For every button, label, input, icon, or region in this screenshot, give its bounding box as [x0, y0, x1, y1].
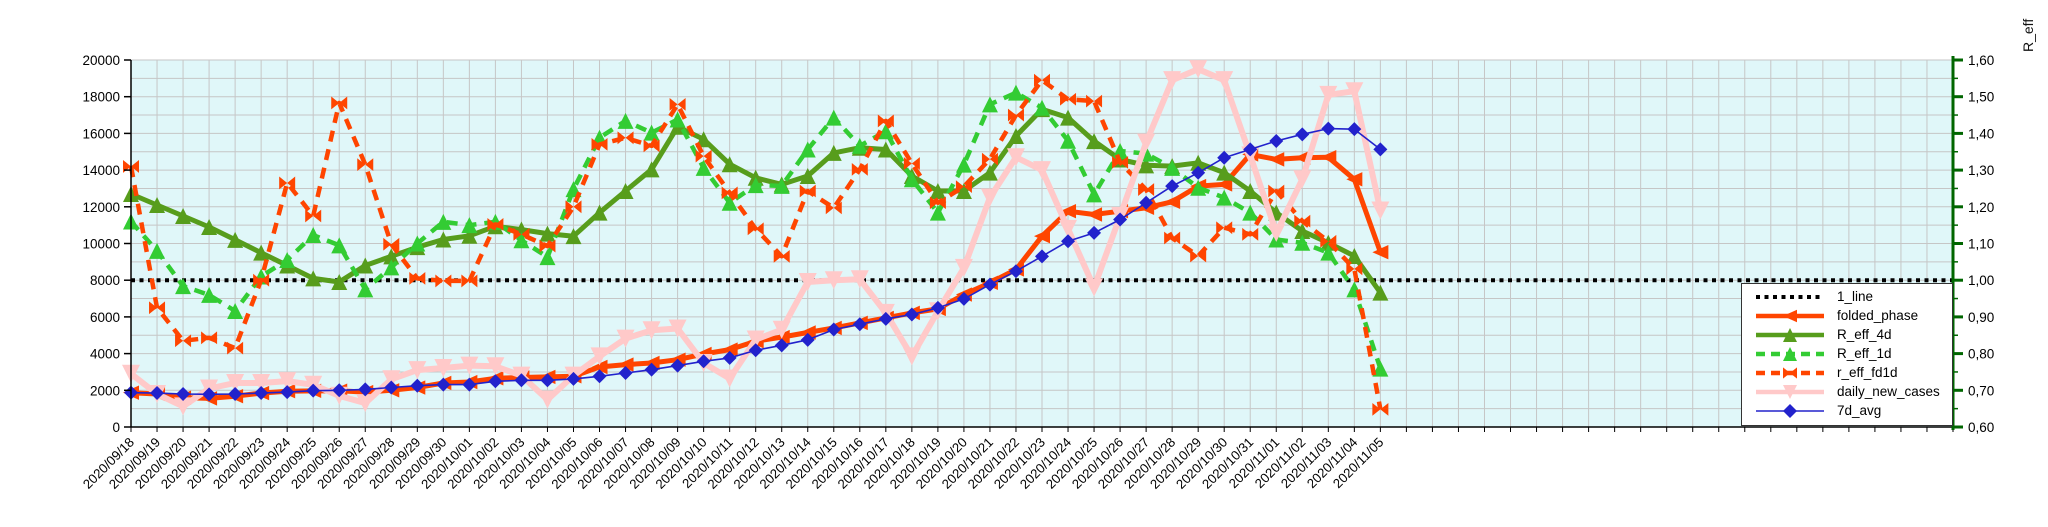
right-axis-tick-label: 1,40 — [1968, 126, 1994, 141]
right-axis-tick-label: 1,20 — [1968, 200, 1994, 215]
legend-swatch-R_eff_1d — [1756, 346, 1824, 361]
left-axis-tick-label: 18000 — [82, 90, 120, 105]
legend-label-daily_new_cases: daily_new_cases — [1837, 384, 1940, 399]
legend-swatch-folded_phase — [1756, 309, 1824, 322]
right-axis-tick-label: 0,70 — [1968, 383, 1994, 398]
legend-label-R_eff_4d: R_eff_4d — [1837, 327, 1892, 342]
left-axis-tick-label: 0 — [112, 420, 120, 435]
left-axis: 0 2000 4000 6000 8000 10000 12000 14000 16000 180… — [82, 53, 132, 435]
legend-label-R_eff_1d: R_eff_1d — [1837, 346, 1892, 361]
legend-label-r_eff_fd1d: r_eff_fd1d — [1837, 365, 1898, 380]
legend-label-7d_avg: 7d_avg — [1837, 403, 1882, 418]
legend-item-R_eff_4d: R_eff_4d — [1742, 325, 1952, 344]
right-axis-tick-label: 1,10 — [1968, 237, 1994, 252]
legend-swatch-r_eff_fd1d — [1756, 366, 1824, 379]
legend-item-folded_phase: folded_phase — [1742, 306, 1952, 325]
legend-label-folded_phase: folded_phase — [1837, 308, 1919, 323]
legend-item-R_eff_1d: R_eff_1d — [1742, 344, 1952, 363]
right-axis-title: R_eff — [2020, 18, 2036, 52]
left-axis-tick-label: 16000 — [82, 126, 120, 141]
x-axis: 2020/09/182020/09/192020/09/202020/09/21… — [80, 426, 1954, 492]
left-axis-tick-label: 20000 — [82, 53, 120, 68]
left-axis-tick-label: 12000 — [82, 200, 120, 215]
left-axis-tick-label: 14000 — [82, 163, 120, 178]
series-R_eff_1d — [123, 84, 1389, 377]
series-r_eff_fd1d — [123, 73, 1389, 416]
legend-swatch-daily_new_cases — [1756, 384, 1824, 399]
legend-item-r_eff_fd1d: r_eff_fd1d — [1742, 363, 1952, 382]
left-axis-tick-label: 6000 — [90, 310, 120, 325]
series-folded_phase-markers — [123, 147, 1389, 406]
legend-label-1_line: 1_line — [1837, 289, 1874, 304]
right-axis-tick-label: 1,30 — [1968, 163, 1994, 178]
right-axis-tick-label: 1,50 — [1968, 90, 1994, 105]
left-axis-tick-label: 4000 — [90, 347, 120, 362]
right-axis-tick-label: 0,60 — [1968, 420, 1994, 435]
right-axis-tick-label: 1,60 — [1968, 53, 1994, 68]
left-axis-tick-label: 10000 — [82, 237, 120, 252]
left-axis-tick-label: 8000 — [90, 273, 120, 288]
legend-item-1_line: 1_line — [1742, 287, 1952, 306]
legend-swatch-R_eff_4d — [1756, 327, 1824, 342]
right-axis: 0,60 0,70 0,80 0,90 1,00 1,10 1,20 1,30 1,40 1,50… — [1951, 53, 1994, 435]
right-axis-tick-label: 0,90 — [1968, 310, 1994, 325]
series-7d_avg-markers — [124, 121, 1388, 402]
legend-swatch-7d_avg — [1756, 403, 1824, 418]
left-axis-tick-label: 2000 — [90, 383, 120, 398]
legend-item-7d_avg: 7d_avg — [1742, 401, 1952, 420]
series-7d_avg — [124, 121, 1388, 402]
legend-item-daily_new_cases: daily_new_cases — [1742, 382, 1952, 401]
legend: 1_line folded_phase R_eff_4d R_eff_1d r_eff_… — [1741, 283, 1953, 426]
legend-swatch-1_line — [1756, 294, 1824, 299]
right-axis-tick-label: 1,00 — [1968, 273, 1994, 288]
right-axis-tick-label: 0,80 — [1968, 347, 1994, 362]
